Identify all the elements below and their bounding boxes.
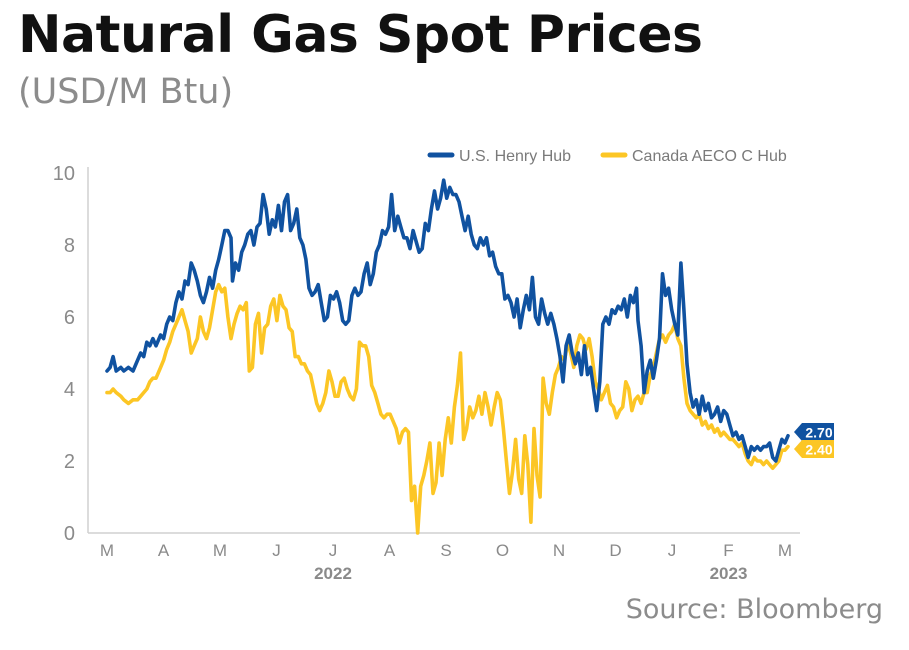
end-value-aeco-c-hub: 2.40 bbox=[805, 442, 832, 458]
legend-label-aeco-c-hub: Canada AECO C Hub bbox=[632, 148, 787, 165]
x-tick-label: N bbox=[553, 541, 565, 560]
end-labels: 2.702.40 bbox=[794, 423, 834, 458]
x-tick-label: S bbox=[440, 541, 451, 560]
chart-subtitle: (USD/M Btu) bbox=[18, 72, 234, 112]
y-axis: 0 2 4 6 8 10 bbox=[53, 163, 89, 545]
x-tick-label: F bbox=[723, 541, 733, 560]
chart-title: Natural Gas Spot Prices bbox=[18, 5, 703, 65]
x-tick-label: J bbox=[668, 541, 677, 560]
x-tick-label: M bbox=[100, 541, 114, 560]
legend-label-henry-hub: U.S. Henry Hub bbox=[459, 148, 571, 165]
source-note: Source: Bloomberg bbox=[625, 594, 883, 625]
x-tick-label: A bbox=[158, 541, 170, 560]
x-tick-label: J bbox=[329, 541, 338, 560]
y-tick-label: 6 bbox=[64, 307, 75, 329]
end-tag-aeco-c-hub bbox=[794, 440, 834, 458]
series-layer bbox=[105, 178, 790, 535]
x-tick-label: M bbox=[778, 541, 792, 560]
legend: U.S. Henry Hub Canada AECO C Hub bbox=[427, 148, 787, 165]
x-tick-label: M bbox=[213, 541, 227, 560]
end-tag-henry-hub bbox=[794, 423, 834, 441]
y-tick-label: 4 bbox=[64, 379, 75, 401]
x-axis: M A M J J A S O N D J F M 2022 2023 bbox=[88, 532, 800, 583]
y-tick-label: 0 bbox=[64, 523, 75, 545]
x-tick-label: O bbox=[496, 541, 509, 560]
x-year-label: 2022 bbox=[314, 564, 352, 583]
end-value-henry-hub: 2.70 bbox=[805, 425, 832, 441]
x-tick-label: J bbox=[272, 541, 281, 560]
y-tick-label: 10 bbox=[53, 163, 75, 185]
x-tick-label: A bbox=[384, 541, 396, 560]
series-line-henry-hub bbox=[105, 178, 790, 463]
x-tick-label: D bbox=[609, 541, 621, 560]
x-year-label: 2023 bbox=[710, 564, 748, 583]
y-tick-label: 8 bbox=[64, 235, 75, 257]
y-tick-label: 2 bbox=[64, 451, 75, 473]
